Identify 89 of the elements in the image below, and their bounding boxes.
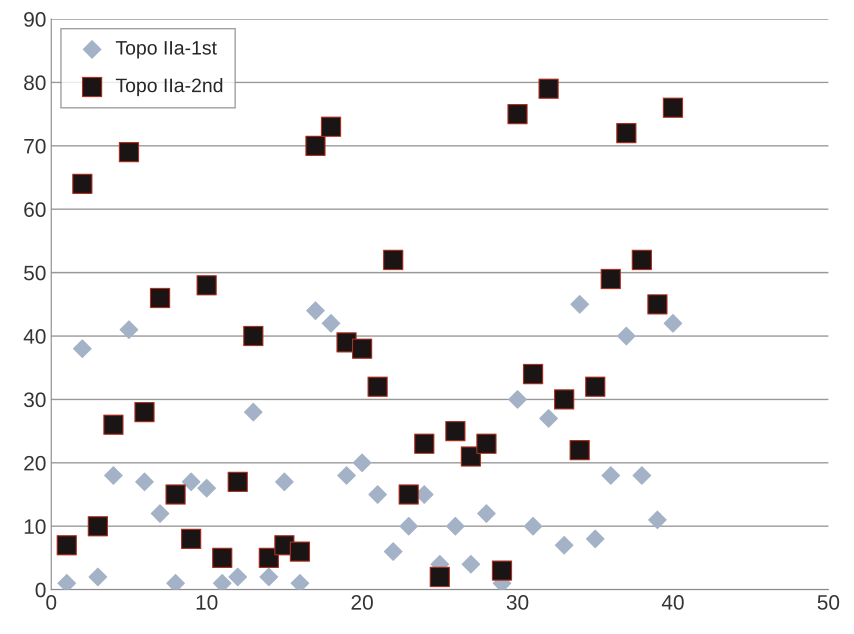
y-tick-label: 40 xyxy=(24,329,46,344)
point xyxy=(228,472,248,492)
point xyxy=(384,542,403,561)
point xyxy=(306,301,325,320)
point xyxy=(260,568,278,586)
point xyxy=(197,478,216,498)
y-tick-label: 90 xyxy=(24,12,46,27)
point xyxy=(212,548,232,568)
y-tick-label: 30 xyxy=(24,392,46,408)
point xyxy=(460,446,482,467)
point xyxy=(632,466,652,485)
point xyxy=(476,434,497,454)
x-tick-label: 0 xyxy=(46,595,56,610)
point xyxy=(430,566,450,588)
point xyxy=(570,440,590,460)
point xyxy=(446,516,465,536)
x-tick-label: 50 xyxy=(818,595,840,610)
y-tick-label: 50 xyxy=(24,266,46,280)
point xyxy=(524,516,542,536)
y-tick-label: 60 xyxy=(24,202,46,217)
point xyxy=(88,516,108,536)
point xyxy=(570,294,590,314)
point xyxy=(72,174,92,194)
point xyxy=(120,320,138,340)
point xyxy=(616,123,636,144)
point xyxy=(88,568,108,586)
point xyxy=(539,409,558,428)
point xyxy=(322,314,340,333)
legend-label: Topo IIa-2nd xyxy=(116,78,222,96)
point xyxy=(150,288,170,308)
point xyxy=(492,560,512,581)
point xyxy=(165,484,186,505)
point xyxy=(616,326,636,346)
point xyxy=(554,389,574,410)
point xyxy=(368,376,388,397)
point xyxy=(647,294,668,314)
point xyxy=(368,485,387,504)
point xyxy=(507,104,528,124)
point xyxy=(103,414,124,435)
point xyxy=(196,275,217,296)
point xyxy=(56,535,77,556)
legend-label: Topo IIa-1st xyxy=(116,41,217,59)
point xyxy=(632,250,652,270)
point xyxy=(664,314,682,333)
x-tick-label: 40 xyxy=(662,595,684,610)
y-tick-label: 80 xyxy=(24,75,46,90)
point xyxy=(662,98,684,118)
point xyxy=(445,420,466,442)
point xyxy=(72,339,92,358)
point xyxy=(586,530,605,548)
point xyxy=(182,472,200,492)
y-tick-label: 20 xyxy=(24,456,46,471)
point xyxy=(228,568,248,586)
point xyxy=(181,528,202,550)
point xyxy=(383,250,404,270)
point xyxy=(258,548,279,568)
point xyxy=(305,136,326,156)
point xyxy=(601,466,620,485)
point xyxy=(585,376,606,397)
point xyxy=(538,78,559,99)
x-tick-label: 30 xyxy=(506,595,528,610)
point xyxy=(352,338,372,359)
y-tick-label: 70 xyxy=(24,138,46,154)
x-tick-label: 10 xyxy=(196,595,218,610)
point xyxy=(275,472,294,492)
point xyxy=(320,116,342,137)
y-tick-label: 10 xyxy=(24,519,46,534)
point xyxy=(352,453,372,472)
point xyxy=(135,472,154,492)
point xyxy=(337,466,356,485)
point xyxy=(104,466,123,485)
point xyxy=(118,142,140,162)
point xyxy=(414,434,434,454)
point xyxy=(290,541,310,562)
point xyxy=(648,510,667,530)
point xyxy=(462,554,480,574)
x-tick-label: 20 xyxy=(352,595,373,610)
point xyxy=(554,536,574,555)
point xyxy=(243,326,264,346)
point xyxy=(399,516,418,536)
point xyxy=(600,268,621,290)
point xyxy=(134,402,155,422)
point xyxy=(244,402,263,422)
y-tick-label: 0 xyxy=(36,582,46,598)
point xyxy=(150,504,170,523)
point xyxy=(398,484,419,505)
point xyxy=(477,504,496,523)
point xyxy=(522,364,544,384)
point xyxy=(508,390,527,409)
